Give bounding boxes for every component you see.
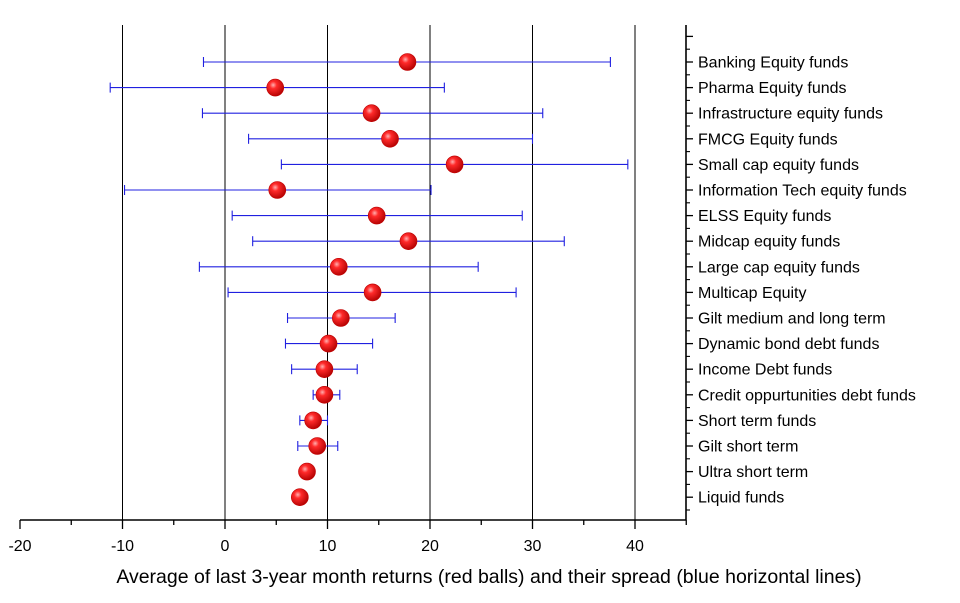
mean-marker [445,155,464,174]
x-tick-label: 0 [221,538,230,555]
x-tick-label: -20 [8,538,31,555]
category-label: Banking Equity funds [698,55,848,72]
category-label: Infrastructure equity funds [698,106,883,123]
mean-marker [291,488,309,507]
mean-marker [298,462,316,481]
mean-marker [367,206,386,225]
category-label: Ultra short term [698,464,808,481]
mean-marker [398,53,417,71]
mean-marker [399,232,418,250]
category-label: Short term funds [698,413,816,430]
mean-marker [363,283,382,302]
category-label: Pharma Equity funds [698,80,847,97]
mean-marker [266,78,285,97]
mean-marker [308,437,327,455]
x-tick-label: 30 [524,538,542,555]
category-labels: Banking Equity funds Pharma Equity funds I… [698,55,916,507]
category-label: Multicap Equity [698,285,807,302]
gridlines [122,25,636,520]
x-tick-label: 40 [626,538,644,555]
x-axis-label: Average of last 3-year month returns (re… [116,566,861,588]
category-label: ELSS Equity funds [698,208,831,225]
mean-marker [362,104,381,122]
category-label: Large cap equity funds [698,259,860,276]
spread-lines [109,57,629,503]
mean-marker [304,411,322,430]
axes [19,25,693,529]
category-label: Income Debt funds [698,362,832,379]
category-label: Gilt medium and long term [698,311,886,328]
mean-marker [319,334,338,353]
category-label: Midcap equity funds [698,234,840,251]
x-tick-label: -10 [111,538,134,555]
mean-marker [329,257,348,276]
mean-marker [332,309,350,327]
category-label: Credit oppurtunities debt funds [698,387,916,404]
mean-marker [315,360,334,379]
category-label: Small cap equity funds [698,157,859,174]
mean-marker [268,181,287,199]
x-tick-labels: -20 -10 0 10 20 30 40 [8,538,644,555]
category-label: Information Tech equity funds [698,183,907,200]
mean-marker [315,385,334,404]
category-label: Gilt short term [698,439,798,456]
category-label: FMCG Equity funds [698,131,838,148]
x-tick-label: 10 [319,538,337,555]
category-label: Liquid funds [698,490,784,507]
mean-marker [381,130,399,148]
mean-markers [266,53,464,507]
category-label: Dynamic bond debt funds [698,336,879,353]
x-tick-label: 20 [421,538,439,555]
